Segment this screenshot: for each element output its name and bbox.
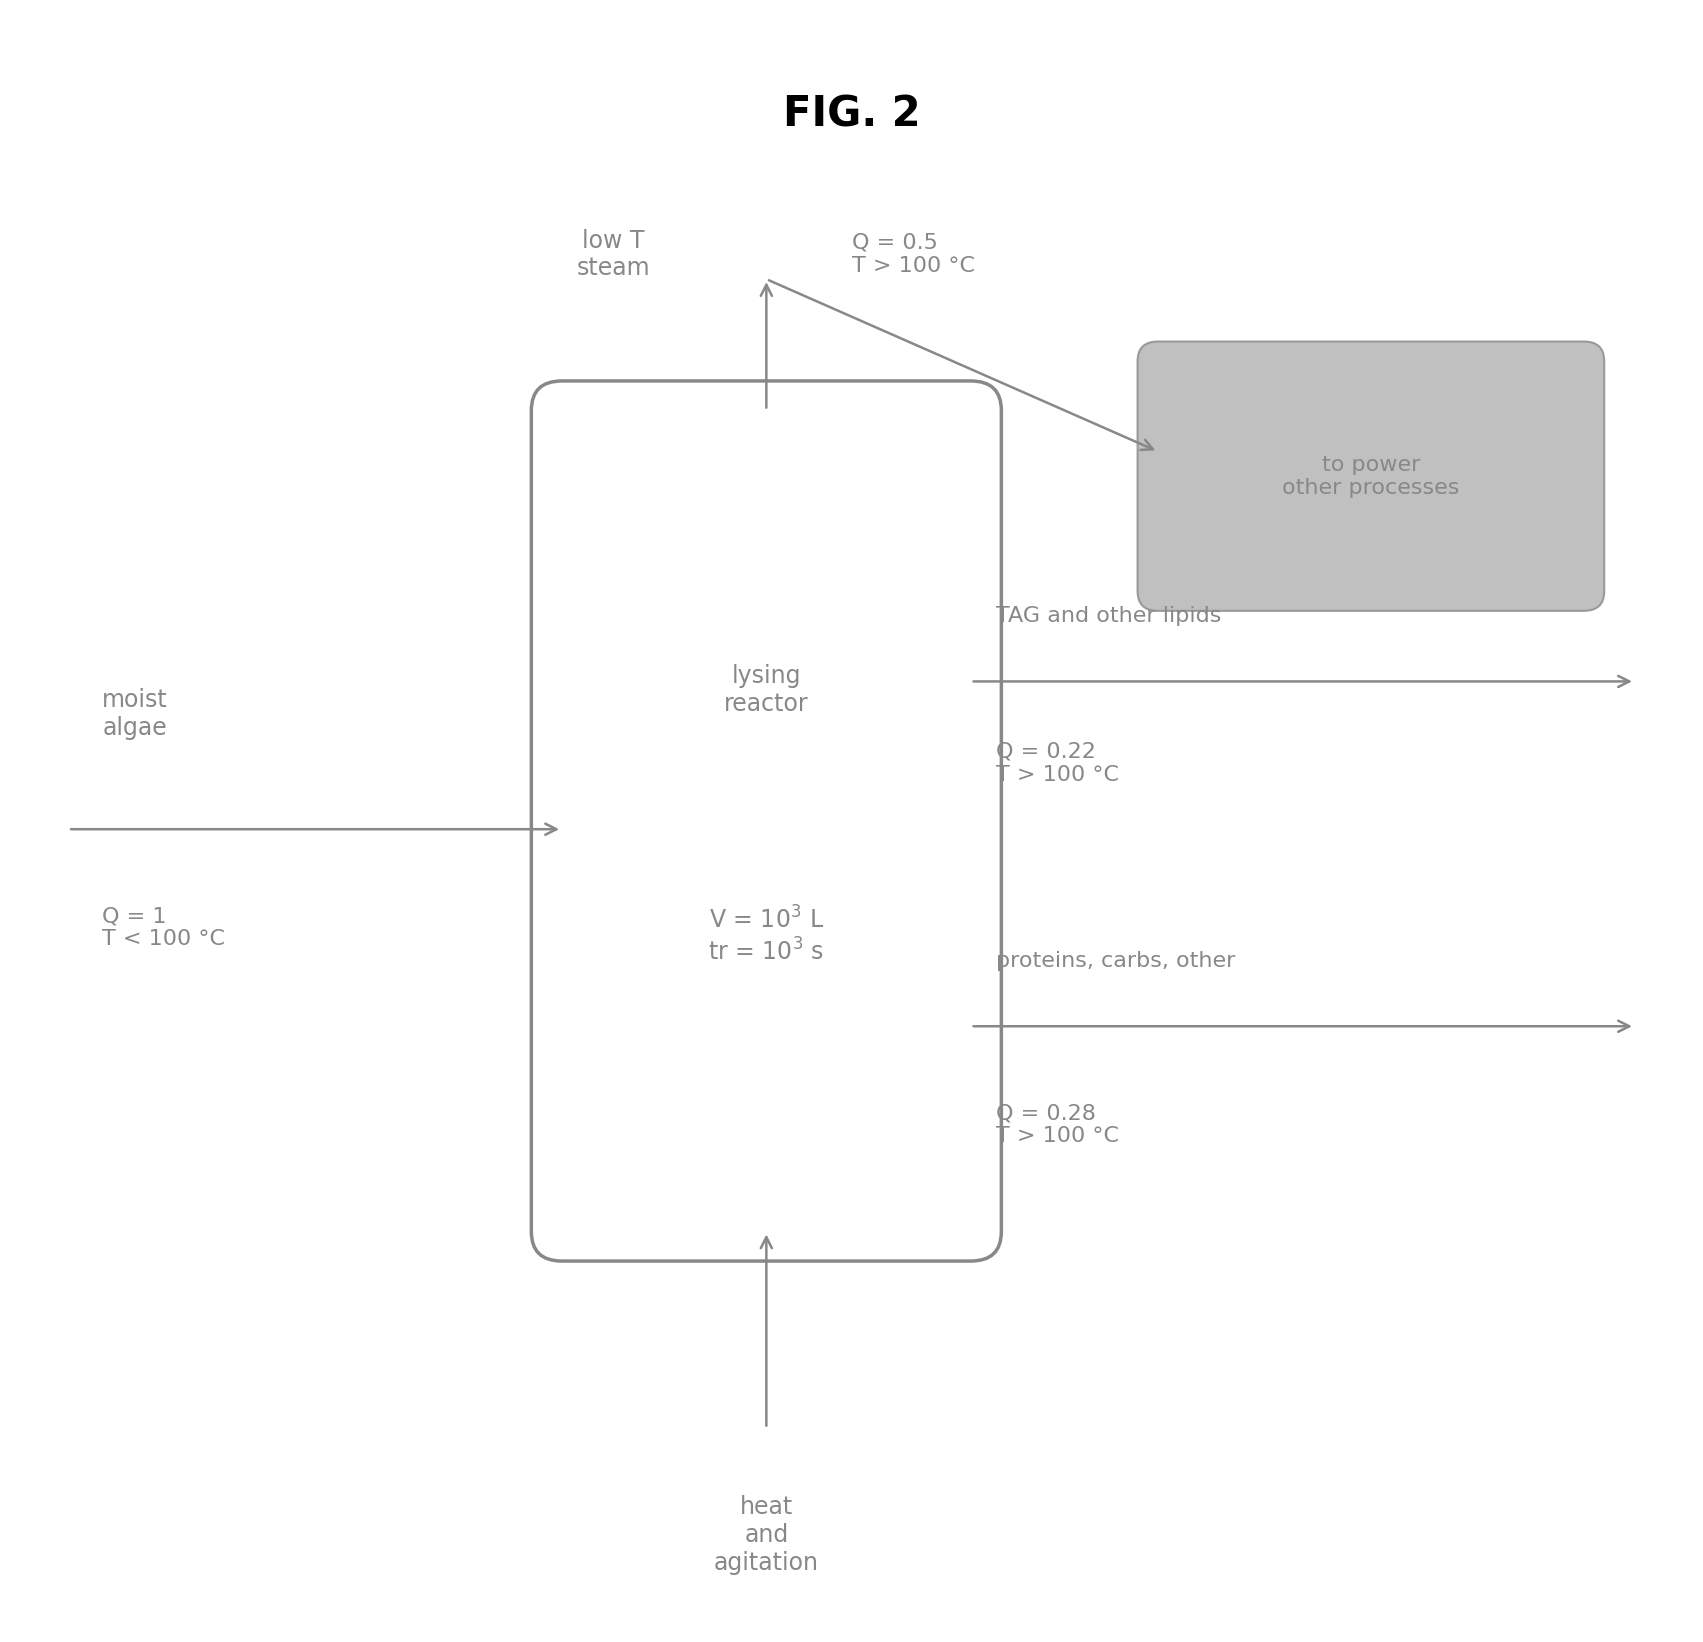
Text: Q = 0.28
T > 100 °C: Q = 0.28 T > 100 °C (996, 1103, 1119, 1146)
Text: TAG and other lipids: TAG and other lipids (996, 606, 1221, 626)
Text: V = 10$^3$ L
tr = 10$^3$ s: V = 10$^3$ L tr = 10$^3$ s (708, 906, 824, 965)
Text: FIG. 2: FIG. 2 (783, 94, 920, 136)
Text: lysing
reactor: lysing reactor (724, 663, 809, 716)
FancyBboxPatch shape (1138, 342, 1604, 611)
Text: proteins, carbs, other: proteins, carbs, other (996, 951, 1236, 970)
FancyBboxPatch shape (531, 381, 1001, 1261)
Text: Q = 1
T < 100 °C: Q = 1 T < 100 °C (102, 906, 225, 949)
Text: heat
and
agitation: heat and agitation (714, 1496, 819, 1575)
Text: Q = 0.22
T > 100 °C: Q = 0.22 T > 100 °C (996, 742, 1119, 785)
Text: moist
algae: moist algae (102, 688, 169, 741)
Text: to power
other processes: to power other processes (1282, 455, 1459, 498)
Text: low T
steam: low T steam (576, 228, 651, 281)
Text: Q = 0.5
T > 100 °C: Q = 0.5 T > 100 °C (852, 233, 974, 276)
